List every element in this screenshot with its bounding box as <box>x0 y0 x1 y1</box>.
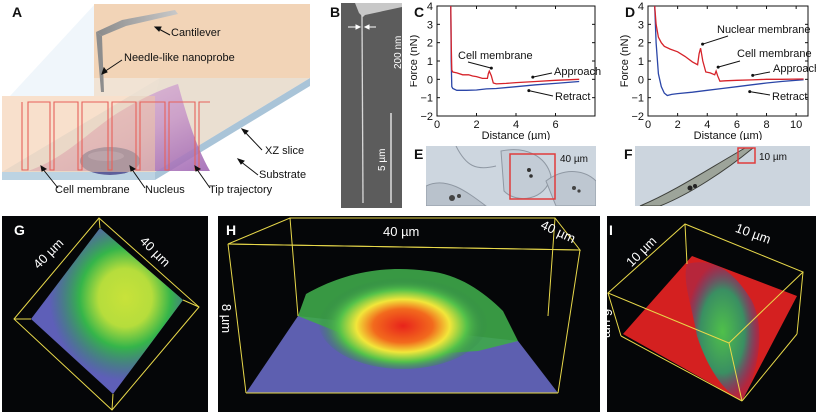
label-cantilever: Cantilever <box>171 27 221 39</box>
y-tick-label: 1 <box>427 56 433 68</box>
annotation-arrow <box>467 61 492 69</box>
render-i: I 10 µm 10 µm 6 µm <box>607 216 816 412</box>
x-tick-label: 4 <box>704 119 710 131</box>
highlight-box <box>509 153 556 200</box>
width-label: 200 nm <box>393 35 404 69</box>
label-tip-trajectory: Tip trajectory <box>209 184 273 196</box>
annotation-label: Cell membrane <box>737 48 812 60</box>
panel-label-f: F <box>624 146 633 162</box>
micrograph-f: 10 µm <box>635 146 810 206</box>
x-tick-label: 0 <box>645 119 651 131</box>
x-tick-label: 0 <box>434 119 440 131</box>
annotation-arrowhead <box>751 73 755 77</box>
y-tick-label: 2 <box>638 38 644 50</box>
annotation-label: Nuclear membrane <box>717 24 811 36</box>
series-line-approach <box>654 5 804 82</box>
x-tick-label: 2 <box>675 119 681 131</box>
panel-label-g: G <box>14 222 25 238</box>
cantilever <box>96 10 178 92</box>
scale-bar-label: 5 µm <box>377 148 388 171</box>
highlight-box <box>737 147 756 164</box>
dim-label-hz: 8 µm <box>219 303 235 334</box>
y-tick-label: −2 <box>420 111 433 123</box>
sem-image: 200 nm 5 µm <box>341 3 404 208</box>
label-cell-membrane: Cell membrane <box>55 184 130 196</box>
panel-label-d: D <box>625 4 636 20</box>
y-tick-label: 3 <box>638 19 644 31</box>
micrograph-e: 40 µm <box>426 146 596 206</box>
panel-label-h: H <box>226 222 237 238</box>
dim-label-hx: 40 µm <box>383 224 420 239</box>
annotation-arrow <box>702 35 729 45</box>
render-g: G 40 µm 40 µm <box>2 216 208 412</box>
label-nanoprobe: Needle-like nanoprobe <box>124 52 235 64</box>
annotation-arrow <box>718 60 741 68</box>
annotation-arrow <box>749 91 771 96</box>
box-label-f: 10 µm <box>759 152 787 163</box>
y-tick-label: 2 <box>427 38 433 50</box>
annotation-label: Retract <box>772 91 807 103</box>
annotation-arrowhead <box>527 89 531 93</box>
y-tick-label: −1 <box>631 93 644 105</box>
x-tick-label: 8 <box>763 119 769 131</box>
probe-base <box>355 3 402 17</box>
annotation-arrow <box>532 72 553 78</box>
panel-label-b: B <box>330 4 341 20</box>
render-h: H 40 µm 40 µm 8 µm <box>218 216 600 412</box>
y-tick-label: 4 <box>638 1 644 13</box>
width-arrows <box>348 24 376 30</box>
bounding-box <box>607 223 804 402</box>
annotation-arrowhead <box>716 65 720 69</box>
annotation-label: Approach <box>554 66 601 78</box>
panel-label-a: A <box>12 4 23 20</box>
y-tick-label: −2 <box>631 111 644 123</box>
x-axis-label: Distance (µm) <box>482 130 551 140</box>
label-nucleus: Nucleus <box>145 184 185 196</box>
series-line-retract <box>450 5 580 91</box>
panel-label-i: I <box>609 222 613 238</box>
force-curve-chart-c: 0 2 4 6 4 3 2 1 0 −1 −2 Distance (µm) Force (nN) Cell… <box>410 1 601 140</box>
nanoprobe-needle <box>361 14 364 204</box>
x-axis-label: Distance (µm) <box>694 130 763 140</box>
box-label-e: 40 µm <box>560 154 588 165</box>
annotation-arrowhead <box>531 75 535 79</box>
annotation-arrowhead <box>489 66 493 70</box>
x-tick-label: 6 <box>552 119 558 131</box>
y-tick-label: 3 <box>427 19 433 31</box>
bounding-box <box>13 217 200 411</box>
xz-slice <box>94 4 310 172</box>
annotation-label: Approach <box>773 63 816 75</box>
y-tick-label: 4 <box>427 1 433 13</box>
annotation-arrow <box>528 90 554 97</box>
y-axis-label: Force (nN) <box>619 35 631 88</box>
y-tick-label: 0 <box>638 74 644 86</box>
panel-a: A <box>0 0 330 210</box>
x-tick-label: 2 <box>473 119 479 131</box>
annotation-arrowhead <box>701 42 705 46</box>
y-axis-label: Force (nN) <box>410 35 420 88</box>
dim-label-iz: 6 µm <box>607 309 616 339</box>
y-tick-label: −1 <box>420 93 433 105</box>
panel-label-e: E <box>414 146 424 162</box>
y-tick-label: 0 <box>427 74 433 86</box>
series-line-retract <box>654 5 804 97</box>
annotation-arrow <box>752 71 771 76</box>
x-tick-label: 6 <box>734 119 740 131</box>
annotation-label: Cell membrane <box>458 50 533 62</box>
label-xz-slice: XZ slice <box>265 145 305 157</box>
annotation-arrowhead <box>748 90 752 94</box>
x-tick-label: 4 <box>513 119 519 131</box>
annotation-label: Retract <box>555 91 590 103</box>
panel-label-c: C <box>414 4 425 20</box>
schematic-illustration <box>2 4 310 189</box>
x-tick-label: 10 <box>790 119 802 131</box>
bounding-box <box>227 217 582 394</box>
series-line-approach <box>450 5 580 85</box>
y-tick-label: 1 <box>638 56 644 68</box>
label-substrate: Substrate <box>259 169 307 181</box>
tip-trajectory <box>21 101 210 171</box>
